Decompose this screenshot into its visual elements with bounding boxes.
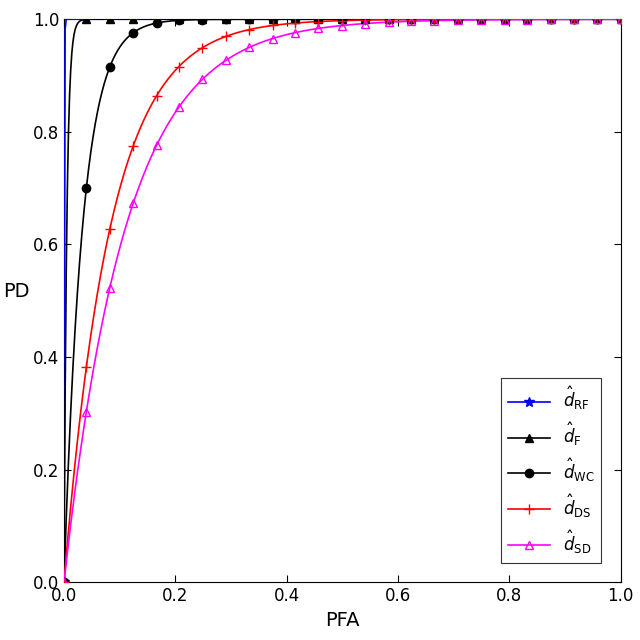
Legend: $\hat{d}_{\rm RF}$, $\hat{d}_{\rm F}$, $\hat{d}_{\rm WC}$, $\hat{d}_{\rm DS}$, $: $\hat{d}_{\rm RF}$, $\hat{d}_{\rm F}$, $…: [501, 378, 602, 563]
Y-axis label: PD: PD: [3, 282, 29, 301]
X-axis label: PFA: PFA: [325, 611, 360, 630]
